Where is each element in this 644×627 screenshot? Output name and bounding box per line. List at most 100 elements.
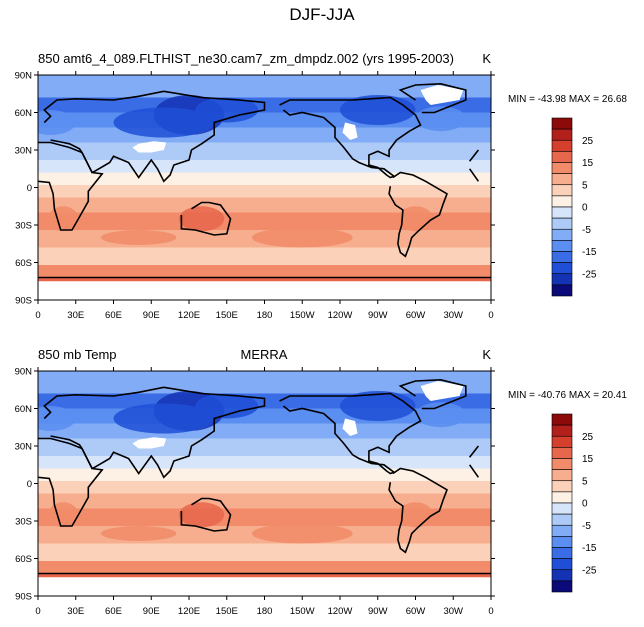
colorbar: 25 15 5 0 -5 -15 -25 [551,413,597,593]
colorbar-swatch [551,139,573,152]
colorbar-swatch [551,469,573,482]
lat-label: 60S [15,554,32,565]
temperature-band [38,561,491,574]
lon-label: 30W [443,606,463,617]
lon-label: 120E [178,310,200,321]
lon-label: 150W [290,606,315,617]
colorbar-swatch [551,480,573,493]
colorbar-label: 0 [582,203,588,214]
colorbar-swatch [551,447,573,459]
lon-label: 0 [35,310,40,321]
colorbar-swatch [551,569,573,582]
colorbar-swatch [551,580,573,593]
temperature-band [38,438,491,456]
colorbar-swatch [551,284,573,297]
colorbar-label: 25 [582,136,594,147]
masked-land [342,122,358,140]
masked-land [132,141,167,153]
lon-label: 90E [143,310,160,321]
figure-title: DJF-JJA [289,5,355,24]
colorbar-swatch [551,413,573,426]
lon-label: 120W [328,310,353,321]
coastline [388,171,448,258]
colorbar-label: 5 [582,180,588,191]
colorbar-label: -5 [582,521,591,532]
colorbar-label: -25 [582,565,597,576]
colorbar-label: 25 [582,432,594,443]
panel-model: 850 amt6_4_089.FLTHIST_ne30.cam7_zm_dmpd… [15,51,628,321]
lon-label: 120W [328,606,353,617]
temperature-band [38,508,491,526]
temperature-band [38,142,491,160]
temperature-band [38,160,491,173]
minmax-stats: MIN = -40.76 MAX = 20.41 [508,390,627,401]
colorbar-swatch [551,558,573,571]
lat-label: 60N [15,404,33,415]
temperature-anomaly [195,97,259,123]
lat-label: 0 [27,479,32,490]
antarctica-mask [38,577,491,596]
lat-label: 90N [15,71,33,82]
temperature-anomaly [178,502,225,528]
colorbar-swatch [551,128,573,141]
coastline [38,437,480,527]
lon-label: 30E [67,310,84,321]
temperature-band [38,185,491,198]
temperature-anomaly [113,403,215,434]
temperature-band [38,172,491,185]
lon-label: 90W [368,310,388,321]
temperature-anomaly [113,107,215,138]
lat-label: 30N [15,146,33,157]
panel-units: K [482,347,491,362]
lat-label: 90S [15,592,32,603]
coastline [398,378,467,410]
temperature-anomaly [178,206,225,232]
lon-label: 30E [67,606,84,617]
masked-land [420,381,464,401]
colorbar-label: -25 [582,269,597,280]
lon-label: 90E [143,606,160,617]
colorbar-swatch [551,513,573,526]
colorbar-swatch [551,173,573,186]
temperature-anomaly [100,526,177,541]
lon-label: 90W [368,606,388,617]
colorbar-label: -15 [582,543,597,554]
colorbar-label: -15 [582,247,597,258]
colorbar-swatch [551,117,573,130]
colorbar-label: 15 [582,454,594,465]
masked-land [132,437,167,449]
colorbar-swatch [551,162,573,174]
colorbar-swatch [551,424,573,437]
colorbar-label: 0 [582,499,588,510]
temperature-band [38,456,491,469]
lon-label: 0 [35,606,40,617]
antarctica-mask [38,281,491,300]
temperature-anomaly [251,523,353,544]
temperature-band [38,468,491,481]
colorbar-swatch [551,536,573,548]
lon-label: 60W [406,606,426,617]
colorbar-swatch [551,435,573,448]
colorbar-swatch [551,262,573,275]
panel-reference: 850 mb Temp MERRA K 90N60N30N030S60S90S0… [15,347,628,617]
temperature-band [38,265,491,278]
lat-label: 30N [15,442,33,453]
temperature-band [38,371,491,394]
panel-units: K [482,51,491,66]
masked-land [342,418,358,436]
lon-label: 180 [257,310,273,321]
coastline [38,141,480,231]
lon-label: 60E [105,310,122,321]
coastline [180,201,232,236]
colorbar-swatch [551,491,573,504]
colorbar-swatch [551,184,573,197]
colorbar-label: 15 [582,158,594,169]
minmax-stats: MIN = -43.98 MAX = 26.68 [508,94,627,105]
temperature-band [38,75,491,98]
lon-label: 0 [488,606,493,617]
coastline [388,467,448,554]
temperature-band [38,212,491,230]
temperature-band [38,247,491,265]
